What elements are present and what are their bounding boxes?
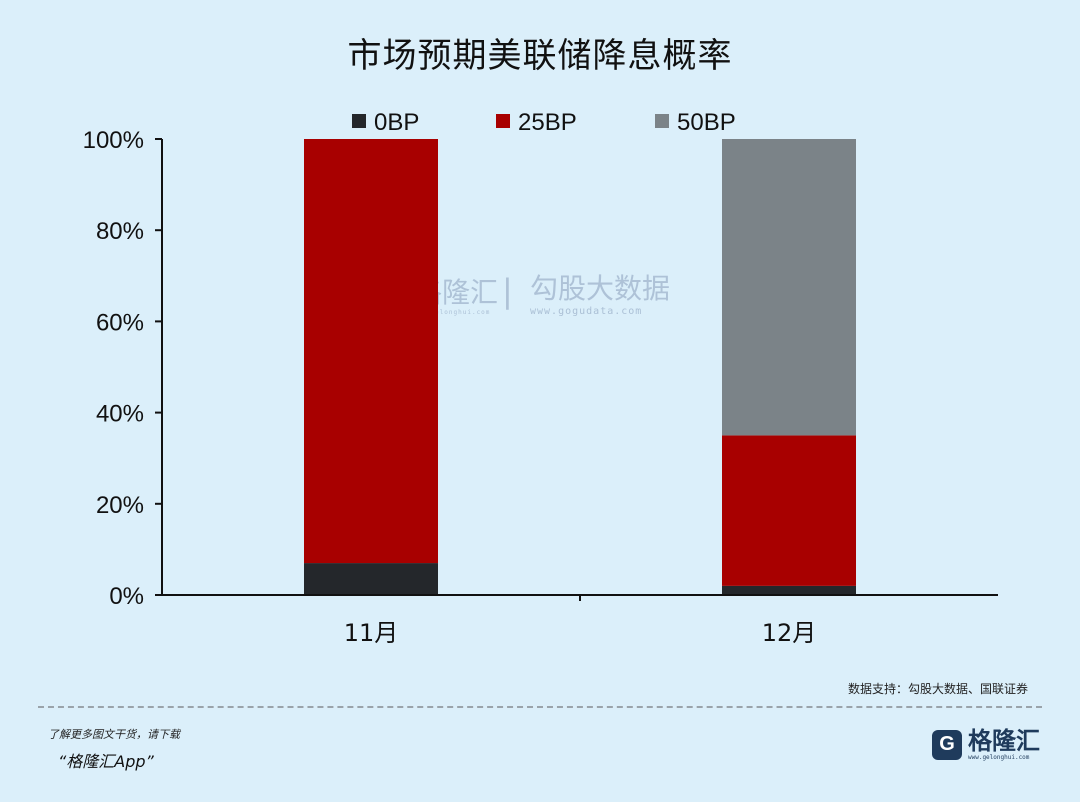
logo-icon: G (932, 729, 962, 760)
legend-swatch-25bp (496, 114, 510, 128)
bar-0bp-1 (304, 563, 438, 595)
y-tick-label: 60% (96, 309, 144, 336)
y-tick-label: 20% (96, 492, 144, 519)
legend-label-25bp: 25BP (518, 109, 577, 136)
axes-group: 0% 20% 40% 60% 80% 100% 11月 12月 (83, 127, 998, 647)
logo-url: www.gelonghui.com (968, 754, 1030, 761)
watermark-brand-url: www.gelonghui.com (412, 309, 490, 316)
legend-swatch-0bp (352, 114, 366, 128)
legend-label-50bp: 50BP (677, 109, 736, 136)
footer-divider (38, 706, 1042, 708)
watermark-product-url: www.gogudata.com (530, 306, 642, 317)
watermark-divider: | (502, 272, 513, 310)
bar-50bp-2 (722, 139, 856, 436)
y-tick-label: 100% (83, 127, 144, 154)
bars-group (304, 139, 856, 595)
x-tick-label: 11月 (344, 619, 399, 647)
y-tick-label: 40% (96, 401, 144, 428)
chart-title: 市场预期美联储降息概率 (347, 36, 733, 76)
y-tick-label: 80% (96, 218, 144, 245)
footer-logo: G 格隆汇 www.gelonghui.com (932, 728, 1040, 761)
x-tick-label: 12月 (762, 619, 817, 647)
bar-0bp-2 (722, 585, 856, 595)
footer-app-name: “格隆汇App” (58, 752, 154, 771)
bar-25bp-1 (304, 139, 438, 564)
legend: 0BP 25BP 50BP (352, 109, 736, 136)
legend-swatch-50bp (655, 114, 669, 128)
y-tick-label: 0% (109, 583, 144, 610)
source-note: 数据支持：勾股大数据、国联证券 (847, 682, 1028, 696)
watermark-product: 勾股大数据 (530, 272, 670, 305)
logo-name: 格隆汇 (968, 727, 1040, 755)
bar-25bp-2 (722, 435, 856, 586)
chart-svg: 格隆汇 www.gelonghui.com | 勾股大数据 www.goguda… (83, 109, 998, 647)
footer-promo-text: 了解更多图文干货，请下载 (48, 728, 180, 741)
legend-label-0bp: 0BP (374, 109, 419, 136)
